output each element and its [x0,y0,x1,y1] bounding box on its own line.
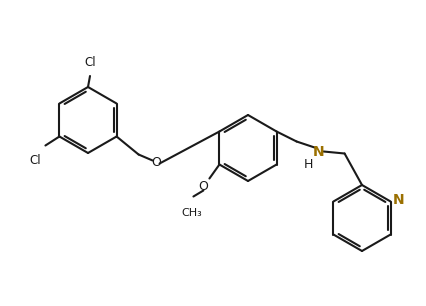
Text: N: N [312,144,324,159]
Text: O: O [151,156,161,169]
Text: O: O [198,180,208,193]
Text: H: H [303,158,313,171]
Text: CH₃: CH₃ [181,208,201,218]
Text: Cl: Cl [84,56,95,69]
Text: Cl: Cl [29,154,41,166]
Text: N: N [392,192,403,207]
